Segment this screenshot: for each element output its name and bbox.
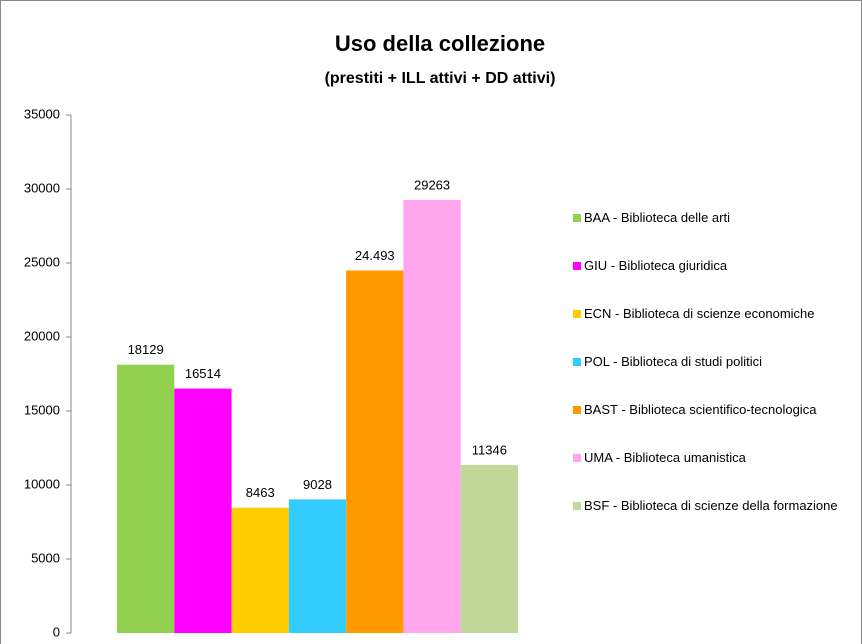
legend-label: BAA - Biblioteca delle arti bbox=[584, 210, 730, 225]
legend-swatch bbox=[573, 262, 581, 270]
bar bbox=[460, 465, 518, 633]
data-label: 9028 bbox=[303, 477, 332, 492]
legend-swatch bbox=[573, 454, 581, 462]
data-label: 29263 bbox=[414, 177, 450, 192]
legend-swatch bbox=[573, 502, 581, 510]
legend-label: UMA - Biblioteca umanistica bbox=[584, 450, 746, 465]
legend-item: GIU - Biblioteca giuridica bbox=[573, 257, 855, 305]
legend-item: UMA - Biblioteca umanistica bbox=[573, 449, 855, 497]
chart-subtitle: (prestiti + ILL attivi + DD attivi) bbox=[325, 70, 556, 87]
y-tick-label: 25000 bbox=[24, 254, 60, 269]
data-label: 18129 bbox=[128, 342, 164, 357]
legend-label: BSF - Biblioteca di scienze della formaz… bbox=[584, 498, 838, 513]
y-tick-label: 0 bbox=[53, 624, 60, 639]
bar bbox=[346, 270, 404, 633]
legend-item: POL - Biblioteca di studi politici bbox=[573, 353, 855, 401]
legend-swatch bbox=[573, 358, 581, 366]
y-tick-label: 35000 bbox=[24, 106, 60, 121]
chart-title: Uso della collezione bbox=[335, 31, 545, 56]
legend-swatch bbox=[573, 310, 581, 318]
legend-swatch bbox=[573, 406, 581, 414]
legend-swatch bbox=[573, 214, 581, 222]
legend: BAA - Biblioteca delle arti GIU - Bibliot… bbox=[573, 209, 855, 545]
legend-item: ECN - Biblioteca di scienze economiche bbox=[573, 305, 855, 353]
legend-item: BAA - Biblioteca delle arti bbox=[573, 209, 855, 257]
data-label: 24.493 bbox=[355, 248, 395, 263]
data-label: 16514 bbox=[185, 366, 221, 381]
data-label: 8463 bbox=[246, 485, 275, 500]
y-tick-label: 15000 bbox=[24, 402, 60, 417]
legend-label: ECN - Biblioteca di scienze economiche bbox=[584, 306, 815, 321]
data-label: 11346 bbox=[472, 443, 507, 458]
y-tick-label: 30000 bbox=[24, 180, 60, 195]
bar bbox=[174, 388, 232, 633]
bar bbox=[231, 507, 289, 633]
y-tick-label: 5000 bbox=[31, 550, 60, 565]
y-tick-label: 20000 bbox=[24, 328, 60, 343]
legend-label: GIU - Biblioteca giuridica bbox=[584, 258, 728, 273]
bar bbox=[403, 199, 461, 633]
legend-item: BAST - Biblioteca scientifico-tecnologic… bbox=[573, 401, 855, 449]
legend-label: POL - Biblioteca di studi politici bbox=[584, 354, 762, 369]
y-tick-label: 10000 bbox=[24, 476, 60, 491]
legend-item: BSF - Biblioteca di scienze della formaz… bbox=[573, 497, 855, 545]
bar bbox=[117, 364, 175, 633]
legend-label: BAST - Biblioteca scientifico-tecnologic… bbox=[584, 402, 817, 417]
bar bbox=[288, 499, 347, 633]
